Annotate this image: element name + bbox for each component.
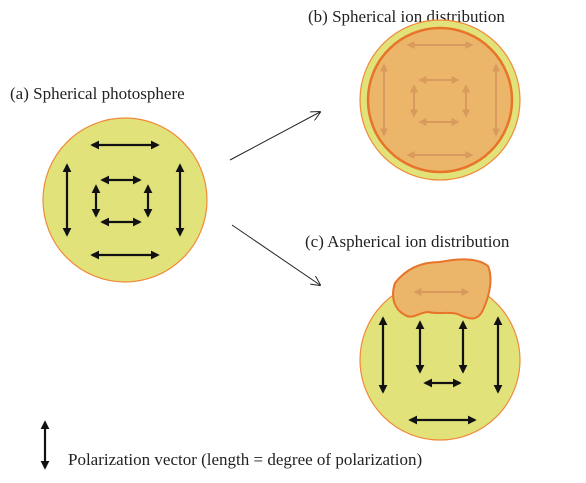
arrow-to-c	[231, 224, 320, 285]
label-a: (a) Spherical photosphere	[10, 84, 185, 103]
arrow-to-b	[229, 112, 320, 161]
photosphere-c	[359, 258, 521, 441]
label-c: (c) Aspherical ion distribution	[305, 232, 510, 251]
label-b: (b) Spherical ion distribution	[308, 7, 505, 26]
photosphere-a	[42, 117, 208, 283]
photosphere-b	[359, 19, 521, 181]
legend-text: Polarization vector (length = degree of …	[68, 450, 422, 469]
